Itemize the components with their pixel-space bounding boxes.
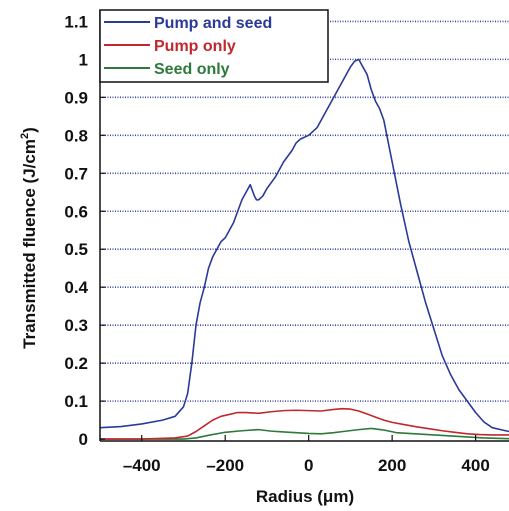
y-tick-label: 0.3	[64, 316, 88, 335]
y-tick-label: 0.8	[64, 126, 88, 145]
y-tick-label: 0.7	[64, 164, 88, 183]
y-tick-label: 0.2	[64, 354, 88, 373]
y-axis-title: Transmitted fluence (J/cm2)	[19, 127, 39, 349]
x-tick-label: –400	[123, 456, 161, 475]
y-tick-label: 0.5	[64, 240, 88, 259]
y-tick-label: 0.6	[64, 202, 88, 221]
legend-label-pump-and-seed: Pump and seed	[154, 15, 272, 32]
x-axis-title: Radius (μm)	[256, 487, 354, 506]
y-tick-label: 1	[79, 50, 88, 69]
x-tick-label: 200	[378, 456, 406, 475]
x-tick-label: 0	[304, 456, 313, 475]
legend-label-seed-only: Seed only	[154, 61, 230, 78]
x-tick-label: 400	[461, 456, 489, 475]
y-tick-label: 1.1	[64, 12, 88, 31]
legend-label-pump-only: Pump only	[154, 38, 236, 55]
y-axis-title-main: Transmitted fluence (J/cm	[20, 139, 39, 349]
legend: Pump and seed Pump only Seed only	[100, 10, 328, 82]
y-tick-label: 0.1	[64, 392, 88, 411]
x-tick-label: –200	[206, 456, 244, 475]
y-axis-title-close: )	[20, 127, 39, 133]
y-tick-labels: 0 0.1 0.2 0.3 0.4 0.5 0.6 0.7 0.8 0.9 1 1.1	[64, 12, 105, 449]
y-tick-label: 0.9	[64, 88, 88, 107]
y-tick-label: 0	[79, 430, 88, 449]
y-tick-label: 0.4	[64, 278, 88, 297]
